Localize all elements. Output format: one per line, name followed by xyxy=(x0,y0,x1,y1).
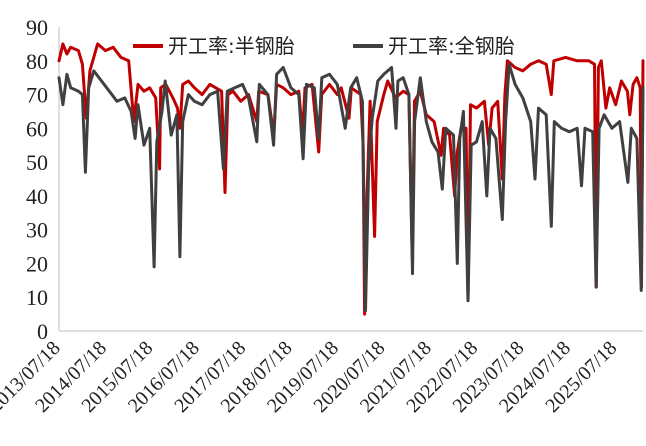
y-tick-label: 10 xyxy=(26,285,48,310)
series-line-2 xyxy=(57,62,645,313)
y-tick-label: 80 xyxy=(26,49,48,74)
y-tick-label: 90 xyxy=(26,15,48,40)
y-tick-label: 70 xyxy=(26,83,48,108)
y-tick-label: 30 xyxy=(26,218,48,243)
legend-label-2: 开工率:全钢胎 xyxy=(388,34,515,58)
y-tick-label: 50 xyxy=(26,150,48,175)
legend: 开工率:半钢胎 开工率:全钢胎 xyxy=(133,34,515,58)
y-tick-label: 60 xyxy=(26,116,48,141)
y-tick-label: 20 xyxy=(26,251,48,276)
legend-label-1: 开工率:半钢胎 xyxy=(168,34,295,58)
y-tick-label: 40 xyxy=(26,184,48,209)
series-lines xyxy=(57,42,645,316)
y-tick-label: 0 xyxy=(37,319,48,344)
